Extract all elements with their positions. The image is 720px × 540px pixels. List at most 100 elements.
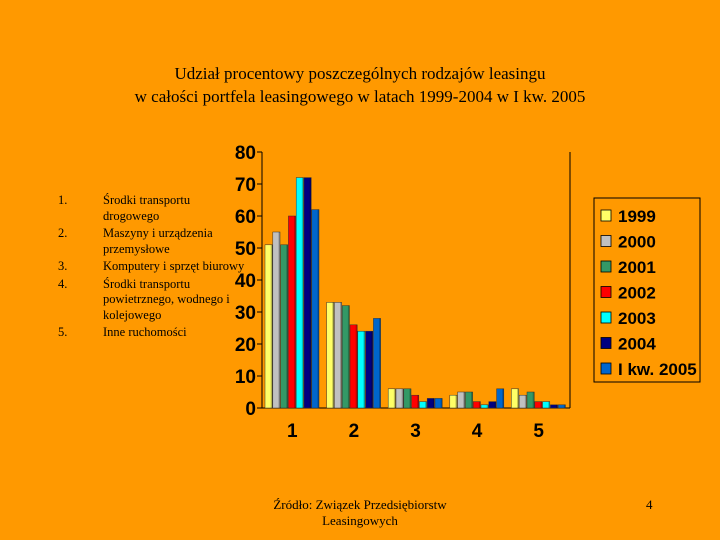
bar-shade bbox=[478, 401, 481, 408]
bar bbox=[334, 302, 342, 409]
bar bbox=[557, 404, 566, 409]
bar bbox=[349, 324, 358, 409]
bar-shade bbox=[548, 401, 550, 408]
bar-shade bbox=[270, 244, 273, 408]
bar bbox=[311, 209, 320, 409]
title-line-2: w całości portfela leasingowego w latach… bbox=[134, 87, 586, 106]
category-number: 3. bbox=[58, 259, 68, 273]
bar bbox=[395, 388, 404, 409]
bar-shade bbox=[517, 388, 519, 408]
legend-swatch bbox=[600, 209, 612, 222]
bar-shade bbox=[540, 401, 542, 408]
bar bbox=[449, 394, 458, 409]
bar-shade bbox=[301, 177, 304, 408]
bar bbox=[387, 388, 396, 409]
bar-shade bbox=[401, 388, 404, 408]
bar-shade bbox=[417, 395, 419, 408]
category-item: 3. Komputery i sprzęt biurowy bbox=[58, 259, 248, 275]
x-tick-label: 1 bbox=[287, 421, 298, 442]
bar bbox=[303, 177, 312, 409]
legend-swatch bbox=[600, 235, 612, 247]
bar-shade bbox=[278, 232, 280, 408]
bar-shade bbox=[332, 302, 334, 408]
bar-shade bbox=[524, 395, 527, 408]
legend-swatch bbox=[600, 311, 612, 324]
bar bbox=[550, 404, 558, 409]
bar bbox=[373, 318, 381, 409]
bar bbox=[472, 401, 481, 409]
bar bbox=[488, 401, 497, 409]
bar bbox=[542, 401, 551, 409]
bar bbox=[326, 302, 335, 409]
bar bbox=[341, 305, 350, 409]
bar bbox=[272, 231, 281, 409]
legend-label: 1999 bbox=[618, 207, 656, 226]
bar bbox=[365, 330, 374, 409]
y-tick-label: 0 bbox=[245, 399, 256, 420]
bar-shade bbox=[440, 398, 443, 408]
x-tick-label: 4 bbox=[472, 421, 483, 442]
bar bbox=[411, 394, 420, 409]
legend-label: 2003 bbox=[618, 309, 656, 328]
bar-shade bbox=[425, 401, 427, 408]
category-number: 2. bbox=[58, 226, 68, 240]
bar-shade bbox=[409, 388, 411, 408]
page-number: 4 bbox=[646, 497, 653, 512]
category-text: Środki transportu powietrznego, wodnego … bbox=[103, 276, 230, 322]
bar bbox=[264, 244, 273, 409]
category-text: Komputery i sprzęt biurowy bbox=[103, 259, 245, 273]
legend-label: 2000 bbox=[618, 233, 656, 252]
bar-shade bbox=[556, 404, 558, 408]
bar bbox=[280, 244, 289, 409]
bar bbox=[534, 401, 543, 409]
bar-shade bbox=[532, 392, 535, 408]
bar-shade bbox=[309, 177, 312, 408]
bar bbox=[419, 401, 427, 409]
legend-swatch bbox=[600, 337, 612, 349]
category-text: Maszyny i urządzenia przemysłowe bbox=[103, 226, 213, 256]
bar-shade bbox=[340, 302, 342, 408]
y-tick-label: 30 bbox=[235, 303, 256, 324]
category-text: Inne ruchomości bbox=[103, 325, 187, 339]
bar-shade bbox=[502, 388, 504, 408]
legend-label: I kw. 2005 bbox=[618, 360, 697, 379]
bar-shade bbox=[363, 331, 365, 408]
bar bbox=[457, 391, 466, 409]
y-tick-label: 60 bbox=[235, 207, 256, 228]
legend-swatch bbox=[600, 286, 612, 298]
bar bbox=[403, 388, 412, 409]
bar-shade bbox=[563, 404, 566, 408]
bar bbox=[511, 388, 519, 409]
bar bbox=[426, 398, 435, 409]
bar bbox=[526, 391, 535, 409]
legend-label: 2004 bbox=[618, 335, 656, 354]
bar bbox=[434, 398, 443, 409]
source-note: Źródło: Związek Przedsiębiorstw Leasingo… bbox=[273, 497, 447, 528]
y-tick-label: 80 bbox=[235, 143, 256, 164]
bar-shade bbox=[486, 404, 489, 408]
bar bbox=[357, 330, 366, 409]
bar bbox=[518, 394, 527, 409]
bar-shade bbox=[379, 318, 381, 408]
chart-title: Udział procentowy poszczególnych rodzajó… bbox=[40, 62, 680, 108]
y-tick-label: 50 bbox=[235, 239, 256, 260]
category-list: 1. Środki transportu drogowego 2. Maszyny … bbox=[58, 193, 248, 343]
legend-box bbox=[593, 197, 701, 383]
x-tick-label: 5 bbox=[533, 421, 544, 442]
category-item: 5. Inne ruchomości bbox=[58, 325, 248, 341]
bar-shade bbox=[286, 244, 288, 408]
bar bbox=[496, 388, 505, 409]
y-tick-label: 70 bbox=[235, 175, 256, 196]
bar-shade bbox=[455, 395, 457, 408]
bar-shade bbox=[371, 331, 373, 408]
legend-swatch bbox=[600, 260, 612, 273]
legend-label: 2002 bbox=[618, 284, 656, 303]
category-item: 1. Środki transportu drogowego bbox=[58, 193, 248, 224]
y-tick-label: 20 bbox=[235, 335, 256, 356]
y-tick-label: 10 bbox=[235, 367, 256, 388]
x-tick-label: 3 bbox=[410, 421, 421, 442]
bar-shade bbox=[471, 392, 473, 408]
category-text: Środki transportu drogowego bbox=[103, 193, 191, 223]
category-number: 5. bbox=[58, 325, 68, 339]
